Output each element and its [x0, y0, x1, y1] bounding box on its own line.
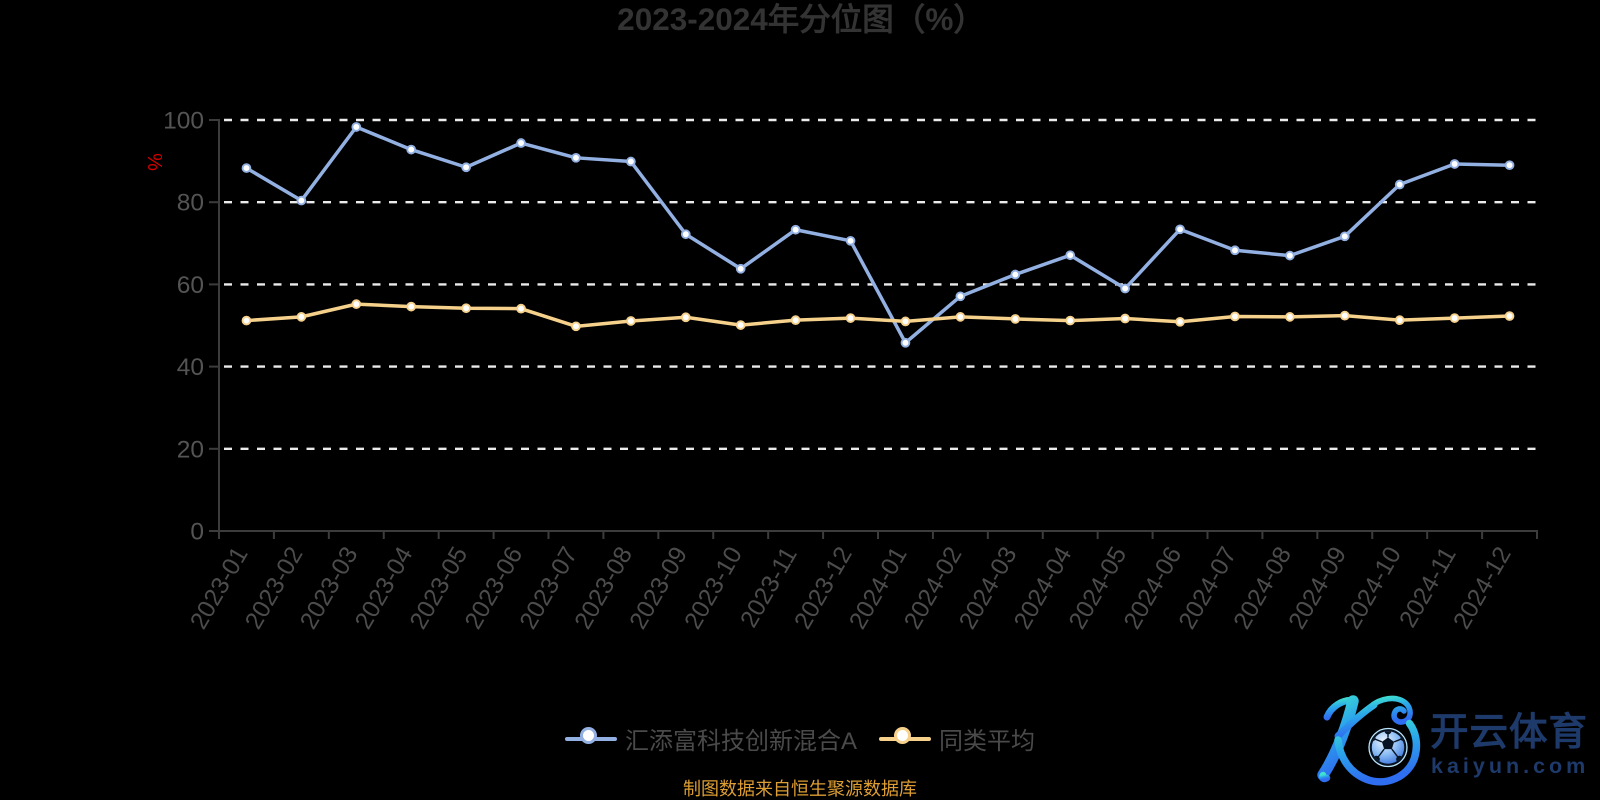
data-point[interactable]	[461, 162, 471, 173]
data-point[interactable]	[1010, 314, 1021, 324]
y-axis-label: 40	[177, 354, 204, 381]
data-point[interactable]	[1175, 316, 1185, 327]
watermark-logo: 开云体育 kaiyun.com	[1310, 688, 1600, 798]
y-axis-label: 0	[190, 519, 204, 546]
data-point[interactable]	[571, 152, 581, 163]
data-point[interactable]	[1175, 224, 1185, 235]
legend-marker-average-icon	[879, 726, 932, 751]
y-axis-label: 80	[177, 190, 204, 217]
data-point[interactable]	[626, 156, 636, 167]
series-line-1	[244, 302, 1512, 329]
data-point[interactable]	[680, 229, 691, 240]
data-point[interactable]	[1285, 250, 1295, 261]
legend: 汇添富科技创新混合A 同类平均	[564, 721, 1035, 756]
y-axis-label: 100	[163, 108, 204, 135]
legend-marker-fund-icon	[564, 726, 617, 751]
series-markers-1	[241, 299, 1515, 332]
data-point[interactable]	[516, 138, 526, 148]
legend-circle-average	[893, 727, 911, 744]
chart-title: 2023-2024年分位图（%）	[617, 1, 985, 37]
y-axis-label: 60	[177, 272, 204, 299]
data-point[interactable]	[351, 299, 362, 309]
data-point[interactable]	[516, 303, 526, 314]
data-point[interactable]	[406, 301, 417, 312]
data-point[interactable]	[1339, 231, 1350, 242]
data-point[interactable]	[900, 316, 911, 327]
data-point[interactable]	[1230, 245, 1240, 256]
data-point[interactable]	[1285, 312, 1295, 322]
logo-k-glyph	[1317, 695, 1421, 786]
data-point[interactable]	[735, 320, 746, 330]
data-point[interactable]	[900, 337, 911, 348]
data-point[interactable]	[1120, 313, 1130, 324]
data-point[interactable]	[1120, 283, 1130, 294]
watermark-domain-text: kaiyun.com	[1431, 754, 1589, 778]
data-point[interactable]	[1394, 179, 1405, 190]
watermark-brand-text: 开云体育	[1430, 711, 1588, 754]
data-point[interactable]	[1339, 310, 1350, 321]
data-point[interactable]	[1010, 269, 1021, 280]
series-line-0	[244, 125, 1512, 345]
data-point[interactable]	[571, 321, 581, 332]
data-point[interactable]	[1394, 315, 1405, 326]
data-point[interactable]	[845, 313, 856, 323]
y-axis-labels: 0 20 40 60 80 100	[163, 108, 204, 546]
data-point[interactable]	[296, 312, 307, 322]
data-point[interactable]	[626, 316, 636, 326]
data-point[interactable]	[1449, 313, 1460, 323]
legend-item-fund[interactable]: 汇添富科技创新混合A	[564, 721, 858, 756]
data-point[interactable]	[241, 163, 252, 173]
gridlines	[224, 118, 1537, 450]
data-point[interactable]	[790, 224, 801, 235]
data-point[interactable]	[1504, 160, 1515, 171]
data-point[interactable]	[406, 144, 417, 155]
data-point[interactable]	[955, 312, 966, 322]
data-point[interactable]	[845, 235, 856, 246]
series-markers-0	[241, 122, 1515, 348]
data-point[interactable]	[680, 312, 691, 323]
data-point[interactable]	[461, 303, 471, 314]
data-point[interactable]	[1065, 315, 1076, 326]
data-source-note: 制图数据来自恒生聚源数据库	[683, 779, 917, 799]
data-point[interactable]	[735, 263, 746, 274]
data-point[interactable]	[296, 195, 307, 206]
legend-label-average: 同类平均	[939, 728, 1036, 755]
legend-item-average[interactable]: 同类平均	[879, 721, 1035, 756]
axes	[209, 119, 1538, 539]
data-point[interactable]	[1449, 159, 1460, 169]
data-point[interactable]	[1230, 311, 1240, 322]
data-point[interactable]	[955, 291, 966, 302]
data-point[interactable]	[1065, 250, 1076, 261]
legend-label-fund: 汇添富科技创新混合A	[624, 728, 858, 755]
legend-circle-fund	[579, 727, 597, 744]
kaiyun-logo-icon: 开云体育 kaiyun.com	[1317, 695, 1589, 786]
y-axis-label: 20	[177, 436, 204, 463]
logo-football-icon	[1368, 727, 1408, 768]
x-axis-labels: 2023-012023-022023-032023-042023-052023-…	[185, 543, 1516, 634]
data-point[interactable]	[1504, 311, 1515, 321]
data-point[interactable]	[351, 122, 362, 132]
data-point[interactable]	[790, 315, 801, 326]
data-point[interactable]	[241, 315, 252, 326]
